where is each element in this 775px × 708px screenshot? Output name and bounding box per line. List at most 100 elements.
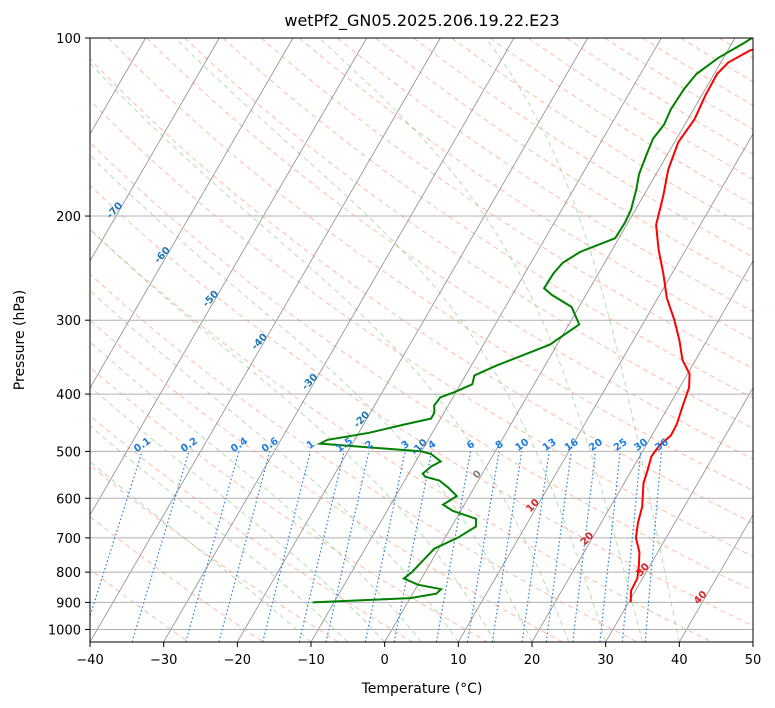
moist-adiabat [318,38,643,642]
dry-adiabat [90,515,264,642]
dry-adiabat [90,319,563,642]
y-tick-label: 1000 [48,623,81,638]
y-tick-label: 900 [56,596,81,611]
dry-adiabat-label: -80 [56,158,76,179]
dry-adiabat [90,184,753,627]
moist-adiabat [90,385,386,642]
dry-adiabat [90,58,753,524]
mixing-ratio-line [185,451,240,642]
dry-adiabat [90,273,638,642]
mixing-ratio-line [364,451,406,642]
dry-adiabat [451,38,753,232]
x-tick-label: 40 [671,653,688,668]
x-tick-label: 30 [597,653,614,668]
plot-area: 0.10.20.40.611.52346810131620253036-100-… [0,38,753,642]
chart-title: wetPf2_GN05.2025.206.19.22.E23 [284,11,559,31]
dry-adiabat-label: -40 [250,332,270,353]
x-tick-label: −10 [297,653,324,668]
y-tick-label: 100 [56,32,81,47]
dry-adiabat-label: 20 [579,530,597,548]
dry-adiabat [298,38,753,341]
isotherm [678,514,753,642]
isotherm [90,38,367,516]
y-tick-label: 400 [56,388,81,403]
mixing-ratio-label: 8 [494,439,506,452]
mixing-ratio-line [491,451,523,642]
isotherm [457,133,753,642]
dry-adiabat [642,38,753,106]
dry-adiabat-label: -60 [153,245,173,266]
dry-adiabat [90,366,488,642]
isoline-labels: 0.10.20.40.611.52346810131620253036-100-… [7,115,710,607]
mixing-ratio-line [466,451,500,642]
dry-adiabat-label: -30 [300,372,320,393]
x-tick-label: 0 [381,653,389,668]
mixing-ratio-label: 0.6 [260,436,281,455]
dry-adiabat-label: -90 [7,115,27,136]
dry-adiabat [604,38,753,131]
moist-adiabat [90,62,570,642]
y-tick-label: 300 [56,314,81,329]
isotherm [236,38,588,642]
x-tick-label: −30 [150,653,177,668]
x-tick-label: 50 [745,653,762,668]
moist-adiabat [90,228,496,642]
dry-adiabat [413,38,753,258]
dry-adiabat-label: -70 [105,200,125,221]
x-axis-label: Temperature (°C) [361,681,483,697]
dry-adiabat [108,38,753,492]
dry-adiabat [146,38,753,460]
x-axis-ticks: −40 −30 −20 −10 0 10 20 30 40 50 [76,642,761,668]
dry-adiabat [90,414,414,642]
mixing-ratio-line [131,451,190,642]
mixing-ratio-line [644,451,663,642]
dry-adiabat [527,38,753,180]
dry-adiabat-label: 40 [692,589,710,607]
mixing-ratio-line [325,451,370,642]
mixing-ratio-label: 0.1 [132,436,153,455]
moist-adiabat [485,38,680,642]
dry-adiabat-label: 10 [524,497,542,515]
dry-adiabat [184,38,753,429]
moist-adiabat [90,425,349,642]
profile-line [629,48,753,603]
background-lines [0,38,753,642]
isotherm [0,38,72,642]
mixing-ratio-label: 1 [305,439,317,452]
mixing-ratio-line [521,451,550,642]
dry-adiabat [90,568,190,642]
isotherm [531,260,753,642]
isotherm [163,38,515,642]
mixing-ratio-line [393,451,433,642]
profile-line [312,38,753,604]
y-tick-label: 700 [56,532,81,547]
isotherm [90,38,441,642]
dry-adiabat-label: 0 [471,469,484,482]
mixing-ratio-line [218,451,271,642]
moist-adiabat [90,154,533,642]
x-tick-label: −20 [224,653,251,668]
mixing-ratio-line [90,451,143,619]
isotherm [90,38,294,389]
dry-adiabat [337,38,753,313]
mixing-ratio-line [545,451,572,642]
dry-adiabat [680,38,753,83]
dry-adiabat [90,99,753,558]
mixing-ratio-line [599,451,621,642]
dry-adiabat-label: -20 [352,409,372,430]
mixing-ratio-label: 2 [363,439,375,452]
y-axis-label: Pressure (hPa) [12,290,28,390]
mixing-ratio-line [435,451,472,642]
moist-adiabat [90,341,422,642]
dry-adiabat-label: -10 [410,437,430,458]
y-tick-label: 800 [56,566,81,581]
y-tick-label: 500 [56,445,81,460]
isotherm [605,387,753,642]
mixing-ratio-line [262,451,311,642]
dry-adiabat [90,141,753,592]
mixing-ratio-line [298,451,345,642]
profile-lines [312,38,753,604]
isotherm [752,641,753,642]
y-tick-label: 600 [56,492,81,507]
